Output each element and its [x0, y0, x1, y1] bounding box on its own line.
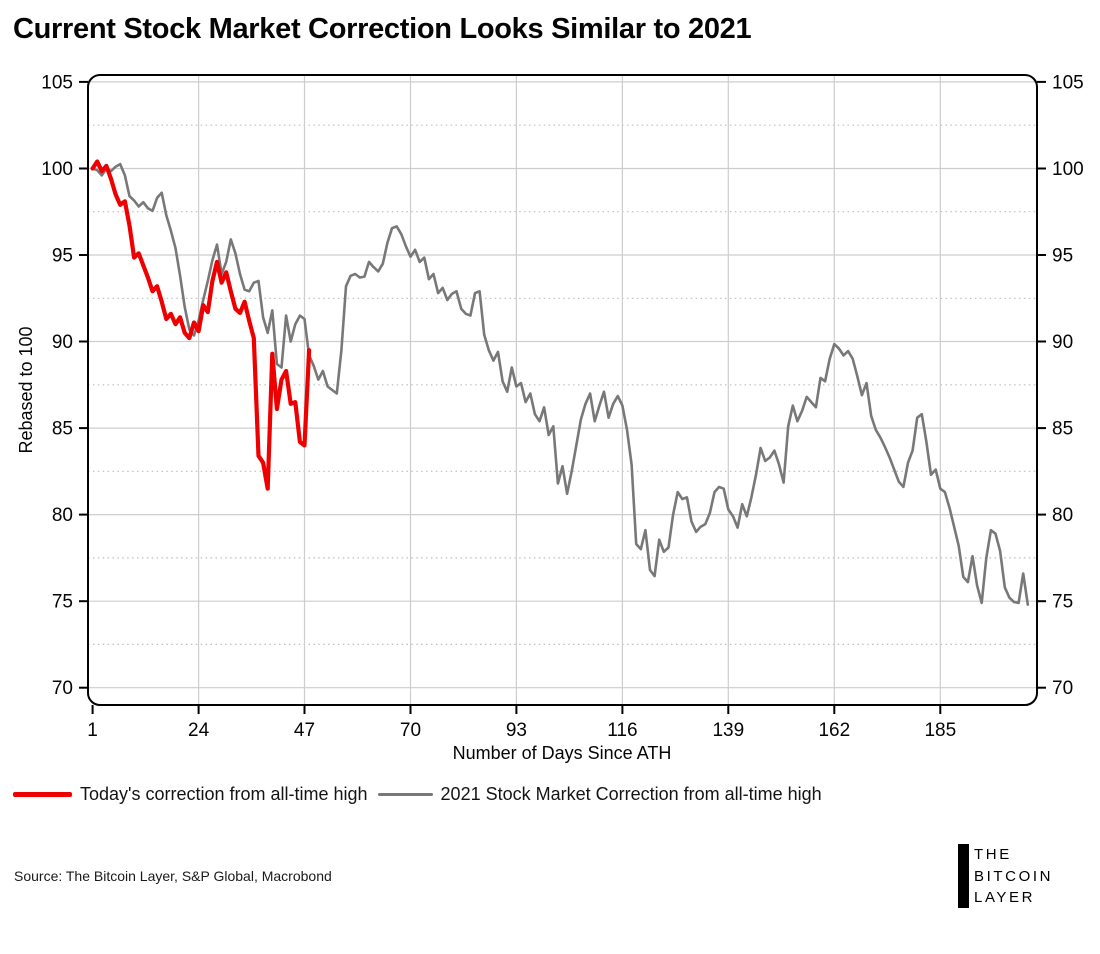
svg-text:47: 47: [294, 720, 315, 741]
svg-text:95: 95: [1052, 246, 1073, 267]
svg-text:105: 105: [41, 72, 73, 93]
svg-text:185: 185: [924, 720, 956, 741]
svg-text:75: 75: [52, 592, 73, 613]
legend-swatch-2021-line: [377, 792, 433, 797]
series-lines: [90, 159, 1030, 606]
chart-legend: Today's correction from all-time high 20…: [13, 784, 822, 805]
logo-line-1: THE: [974, 846, 1012, 863]
svg-text:85: 85: [1052, 419, 1073, 440]
page-title: Current Stock Market Correction Looks Si…: [13, 13, 752, 45]
svg-text:80: 80: [52, 505, 73, 526]
svg-text:139: 139: [712, 720, 744, 741]
svg-text:70: 70: [52, 678, 73, 699]
logo-text: THE BITCOIN LAYER: [974, 844, 1053, 908]
legend-item-today: Today's correction from all-time high: [13, 784, 368, 805]
gridlines-minor: [88, 124, 1037, 646]
svg-text:24: 24: [188, 720, 210, 741]
svg-text:100: 100: [1052, 159, 1084, 180]
plot-border: [87, 74, 1038, 706]
logo-line-3: LAYER: [974, 889, 1036, 906]
svg-text:75: 75: [1052, 592, 1073, 613]
svg-text:90: 90: [52, 332, 73, 353]
svg-text:105: 105: [1052, 72, 1084, 93]
svg-text:95: 95: [52, 246, 73, 267]
series-today-line: [90, 159, 312, 491]
svg-text:116: 116: [607, 720, 637, 741]
logo-line-2: BITCOIN: [974, 867, 1054, 885]
svg-text:1: 1: [87, 720, 98, 741]
svg-text:162: 162: [818, 720, 850, 741]
legend-label-2021: 2021 Stock Market Correction from all-ti…: [440, 784, 822, 804]
legend-label-today: Today's correction from all-time high: [80, 784, 368, 804]
line-chart: 70 70 75 75 80 80 85 85 90 90 95 95 100 100 105 105 1 24 4…: [16, 72, 1084, 763]
svg-text:80: 80: [1052, 505, 1073, 526]
series-2021-line: [91, 162, 1030, 606]
y-axis-label: Rebased to 100: [16, 326, 36, 453]
x-axis-label: Number of Days Since ATH: [453, 743, 672, 763]
svg-text:85: 85: [52, 419, 73, 440]
bitcoin-layer-logo: THE BITCOIN LAYER: [958, 844, 1053, 908]
gridlines-major: [88, 75, 1037, 705]
legend-item-2021: 2021 Stock Market Correction from all-ti…: [377, 784, 822, 805]
svg-text:70: 70: [1052, 678, 1073, 699]
source-note: Source: The Bitcoin Layer, S&P Global, M…: [14, 868, 332, 884]
svg-text:100: 100: [41, 159, 73, 180]
svg-text:93: 93: [506, 720, 527, 741]
axis-ticks: [79, 80, 1046, 714]
tick-labels: 70 70 75 75 80 80 85 85 90 90 95 95 100 100 105 105 1 24 4…: [41, 72, 1083, 741]
logo-bar-icon: [958, 844, 969, 908]
svg-text:70: 70: [400, 720, 421, 741]
svg-text:90: 90: [1052, 332, 1073, 353]
legend-swatch-today-line: [13, 792, 72, 797]
